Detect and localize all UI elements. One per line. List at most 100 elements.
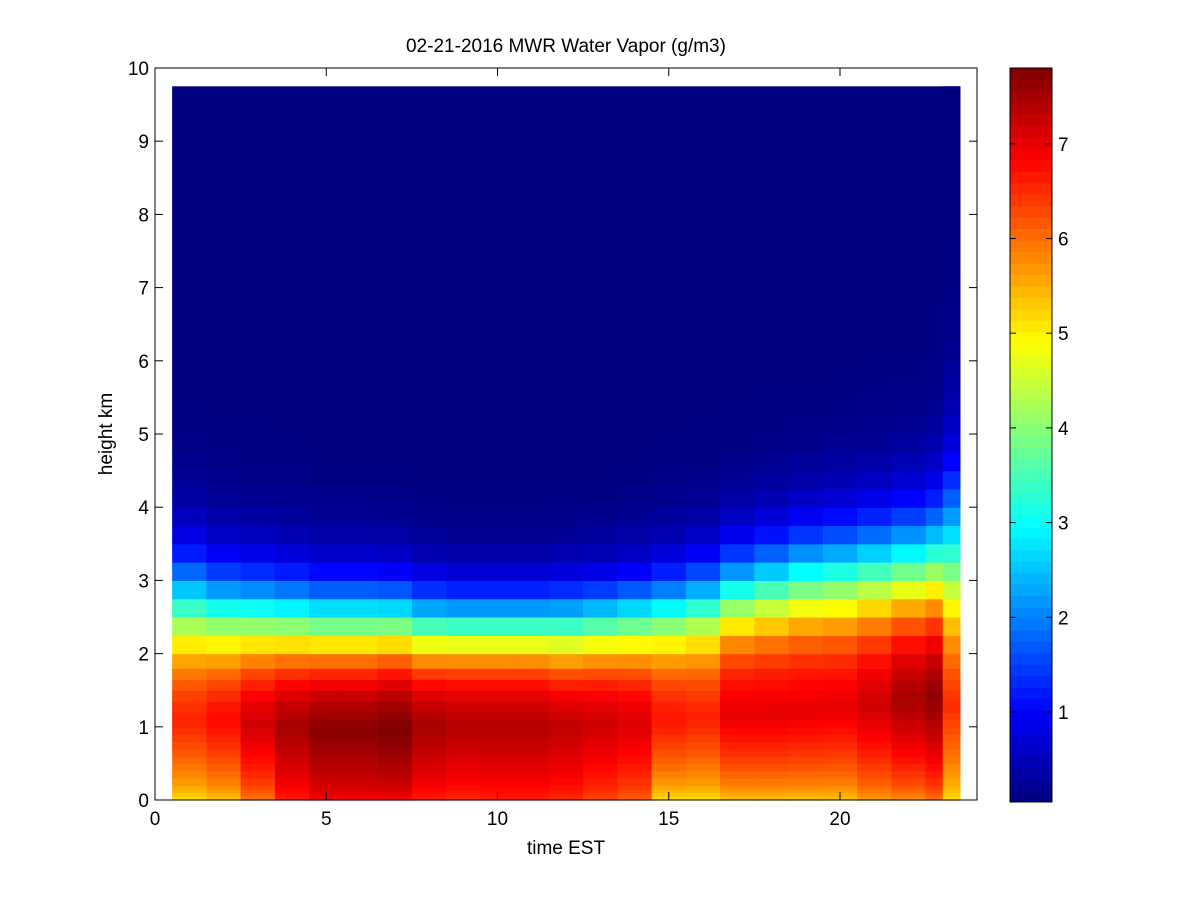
heatmap-cell xyxy=(411,214,447,234)
heatmap-cell xyxy=(685,679,721,691)
heatmap-cell xyxy=(891,122,927,142)
heatmap-cell xyxy=(446,488,481,508)
heatmap-cell xyxy=(274,470,310,490)
heatmap-cell xyxy=(891,785,927,790)
heatmap-cell xyxy=(309,789,344,794)
heatmap-cell xyxy=(822,232,858,252)
heatmap-cell xyxy=(446,719,481,728)
heatmap-cell xyxy=(720,741,755,750)
heatmap-cell xyxy=(309,122,344,142)
colorbar-step xyxy=(1010,240,1052,252)
heatmap-cell xyxy=(857,712,892,721)
heatmap-cell xyxy=(548,452,584,472)
heatmap-cell xyxy=(754,726,790,735)
heatmap-cell xyxy=(857,86,892,106)
heatmap-cell xyxy=(788,763,824,772)
heatmap-cell xyxy=(411,778,447,786)
heatmap-cell xyxy=(377,141,413,161)
heatmap-cell xyxy=(685,287,721,307)
heatmap-cell xyxy=(942,792,961,797)
heatmap-cell xyxy=(891,488,927,508)
heatmap-cell xyxy=(617,434,653,453)
heatmap-cell xyxy=(583,342,618,362)
heatmap-cell xyxy=(754,122,790,142)
heatmap-cell xyxy=(754,653,790,669)
heatmap-cell xyxy=(514,770,550,779)
heatmap-cell xyxy=(172,104,207,124)
heatmap-cell xyxy=(754,562,790,581)
x-tick-label: 15 xyxy=(658,809,679,830)
heatmap-cell xyxy=(788,792,824,797)
heatmap-cell xyxy=(343,580,379,600)
heatmap-cell xyxy=(514,763,550,772)
heatmap-cell xyxy=(891,712,927,721)
heatmap-cell xyxy=(651,251,687,270)
heatmap-cell xyxy=(822,653,858,669)
heatmap-cell xyxy=(942,741,961,750)
heatmap-cell xyxy=(514,196,550,215)
heatmap-cell xyxy=(240,251,276,270)
heatmap-cell xyxy=(942,580,961,600)
heatmap-cell xyxy=(720,719,755,728)
heatmap-cell xyxy=(446,580,481,600)
heatmap-cell xyxy=(206,232,242,252)
heatmap-cell xyxy=(480,668,516,680)
heatmap-cell xyxy=(617,543,653,563)
heatmap-cell xyxy=(377,690,413,702)
heatmap-cell xyxy=(891,719,927,728)
heatmap-cell xyxy=(343,324,379,344)
heatmap-cell xyxy=(548,653,584,669)
heatmap-cell xyxy=(446,159,481,179)
heatmap-cell xyxy=(274,452,310,472)
heatmap-cell xyxy=(377,122,413,142)
heatmap-cell xyxy=(822,415,858,435)
heatmap-cell xyxy=(857,360,892,380)
heatmap-cell xyxy=(274,701,310,713)
heatmap-cell xyxy=(172,342,207,362)
heatmap-cell xyxy=(685,668,721,680)
heatmap-cell xyxy=(514,434,550,453)
heatmap-cell xyxy=(685,712,721,721)
heatmap-cell xyxy=(617,360,653,380)
heatmap-cell xyxy=(857,141,892,161)
heatmap-cell xyxy=(891,598,927,618)
heatmap-cell xyxy=(583,251,618,270)
heatmap-cell xyxy=(822,177,858,197)
heatmap-cell xyxy=(343,177,379,197)
heatmap-cell xyxy=(514,785,550,790)
heatmap-cell xyxy=(240,196,276,215)
heatmap-cell xyxy=(548,214,584,234)
heatmap-cell xyxy=(514,287,550,307)
heatmap-cell xyxy=(240,598,276,618)
heatmap-cell xyxy=(754,763,790,772)
heatmap-cell xyxy=(891,104,927,124)
heatmap-cell xyxy=(172,726,207,735)
heatmap-cell xyxy=(480,177,516,197)
heatmap-cell xyxy=(343,796,379,801)
heatmap-cell xyxy=(343,668,379,680)
colorbar-step xyxy=(1010,297,1052,310)
heatmap-cell xyxy=(788,756,824,764)
heatmap-cell xyxy=(274,525,310,545)
colorbar-step xyxy=(1010,538,1052,551)
heatmap-cell xyxy=(172,214,207,234)
heatmap-cell xyxy=(857,397,892,417)
heatmap-cell xyxy=(942,159,961,179)
heatmap-cell xyxy=(172,741,207,750)
heatmap-cell xyxy=(754,748,790,757)
heatmap-cell xyxy=(822,726,858,735)
heatmap-cell xyxy=(857,452,892,472)
heatmap-cell xyxy=(754,360,790,380)
heatmap-cell xyxy=(514,141,550,161)
heatmap-cell xyxy=(754,701,790,713)
heatmap-cell xyxy=(206,324,242,344)
heatmap-cell xyxy=(685,580,721,600)
y-tick-label: 1 xyxy=(138,718,149,739)
heatmap-cell xyxy=(788,196,824,215)
heatmap-cell xyxy=(651,196,687,215)
heatmap-cell xyxy=(172,792,207,797)
heatmap-cell xyxy=(754,598,790,618)
heatmap-cell xyxy=(206,525,242,545)
heatmap-cell xyxy=(343,653,379,669)
heatmap-cell xyxy=(446,452,481,472)
